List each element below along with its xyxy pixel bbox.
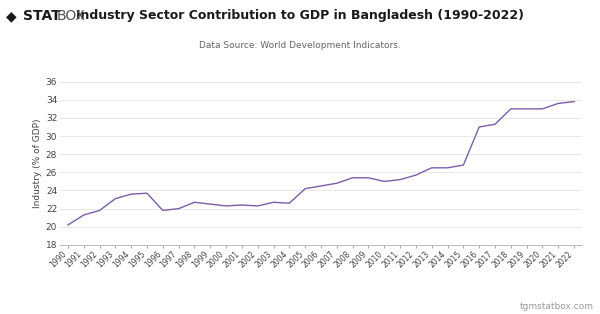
Text: tgmstatbox.com: tgmstatbox.com	[520, 302, 594, 311]
Y-axis label: Industry (% of GDP): Industry (% of GDP)	[32, 118, 41, 208]
Text: Data Source: World Development Indicators.: Data Source: World Development Indicator…	[199, 41, 401, 50]
Text: STAT: STAT	[23, 9, 61, 24]
Text: BOX: BOX	[57, 9, 86, 24]
Text: ◆: ◆	[6, 9, 17, 24]
Text: Industry Sector Contribution to GDP in Bangladesh (1990-2022): Industry Sector Contribution to GDP in B…	[76, 9, 524, 22]
